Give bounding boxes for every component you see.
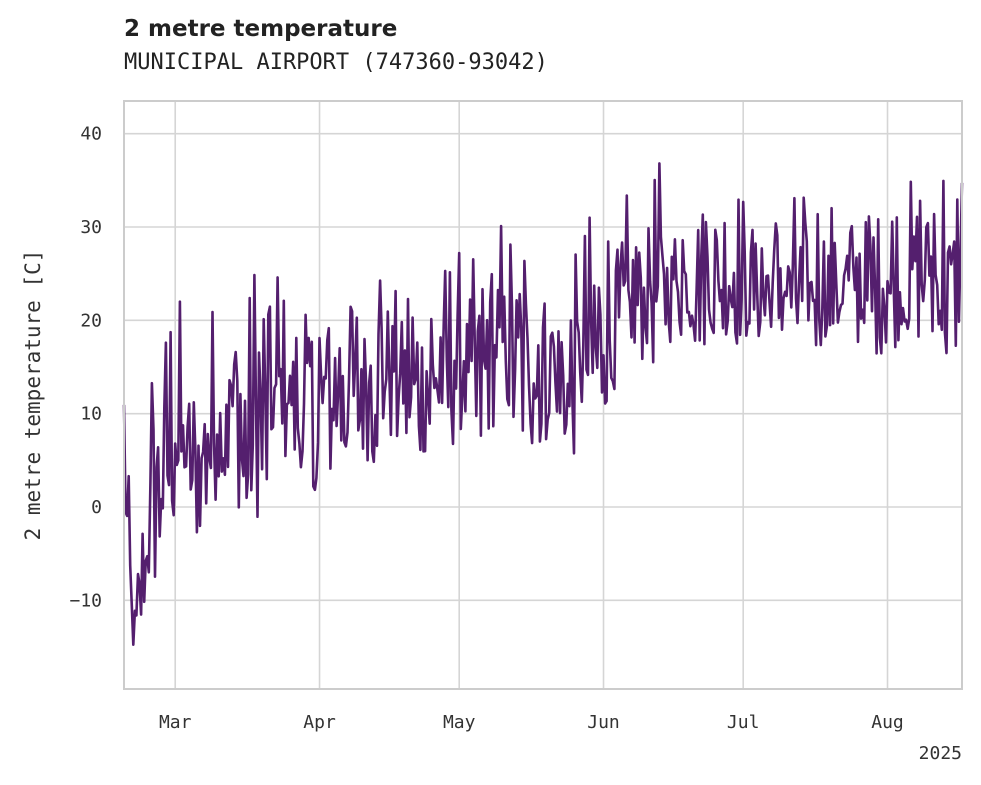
y-tick-label: 0 <box>91 497 102 518</box>
x-tick-label: Aug <box>871 712 904 733</box>
x-tick-label: May <box>443 712 476 733</box>
y-tick-label: 30 <box>80 217 102 238</box>
y-axis-label: 2 metre temperature [C] <box>21 250 45 541</box>
x-tick-label: Jul <box>727 712 760 733</box>
y-tick-label: 40 <box>80 124 102 145</box>
y-tick-label: −10 <box>69 590 102 611</box>
chart-title: 2 metre temperature <box>124 16 398 42</box>
x-tick-label: Mar <box>159 712 192 733</box>
temperature-series-line <box>122 162 964 647</box>
y-tick-label: 20 <box>80 310 102 331</box>
plot-area <box>122 162 964 647</box>
x-offset-label: 2025 <box>919 743 962 764</box>
axes-frame <box>123 100 963 690</box>
x-tick-label: Apr <box>303 712 336 733</box>
tick-labels: 40 30 20 10 0 −10 Mar Apr May Jun Jul Aug 2025 <box>69 124 962 764</box>
chart-subtitle: MUNICIPAL AIRPORT (747360-93042) <box>124 50 548 75</box>
x-tick-label: Jun <box>587 712 620 733</box>
y-tick-label: 10 <box>80 404 102 425</box>
